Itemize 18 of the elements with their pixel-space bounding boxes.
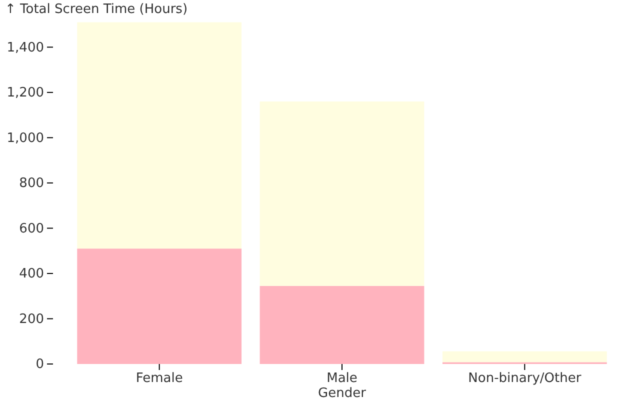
y-tick-label: 200	[19, 312, 44, 327]
y-tick-label: 400	[19, 266, 44, 282]
x-tick-label: Male	[326, 371, 358, 386]
y-tick-label: 1,000	[6, 130, 44, 146]
y-tick-label: 0	[36, 357, 44, 372]
y-tick-label: 600	[19, 221, 44, 236]
x-tick-label: Female	[136, 371, 183, 386]
y-axis-title: ↑ Total Screen Time (Hours)	[5, 2, 188, 17]
bar	[442, 351, 607, 362]
bar	[260, 286, 424, 364]
y-tick-label: 1,200	[6, 86, 44, 101]
y-tick-label: 1,400	[6, 40, 44, 56]
bar	[260, 101, 424, 286]
bar	[77, 22, 242, 249]
x-axis-title: Gender	[318, 386, 367, 400]
x-tick-label: Non-binary/Other	[468, 371, 582, 386]
bar	[77, 248, 242, 364]
y-tick-label: 800	[19, 176, 44, 192]
